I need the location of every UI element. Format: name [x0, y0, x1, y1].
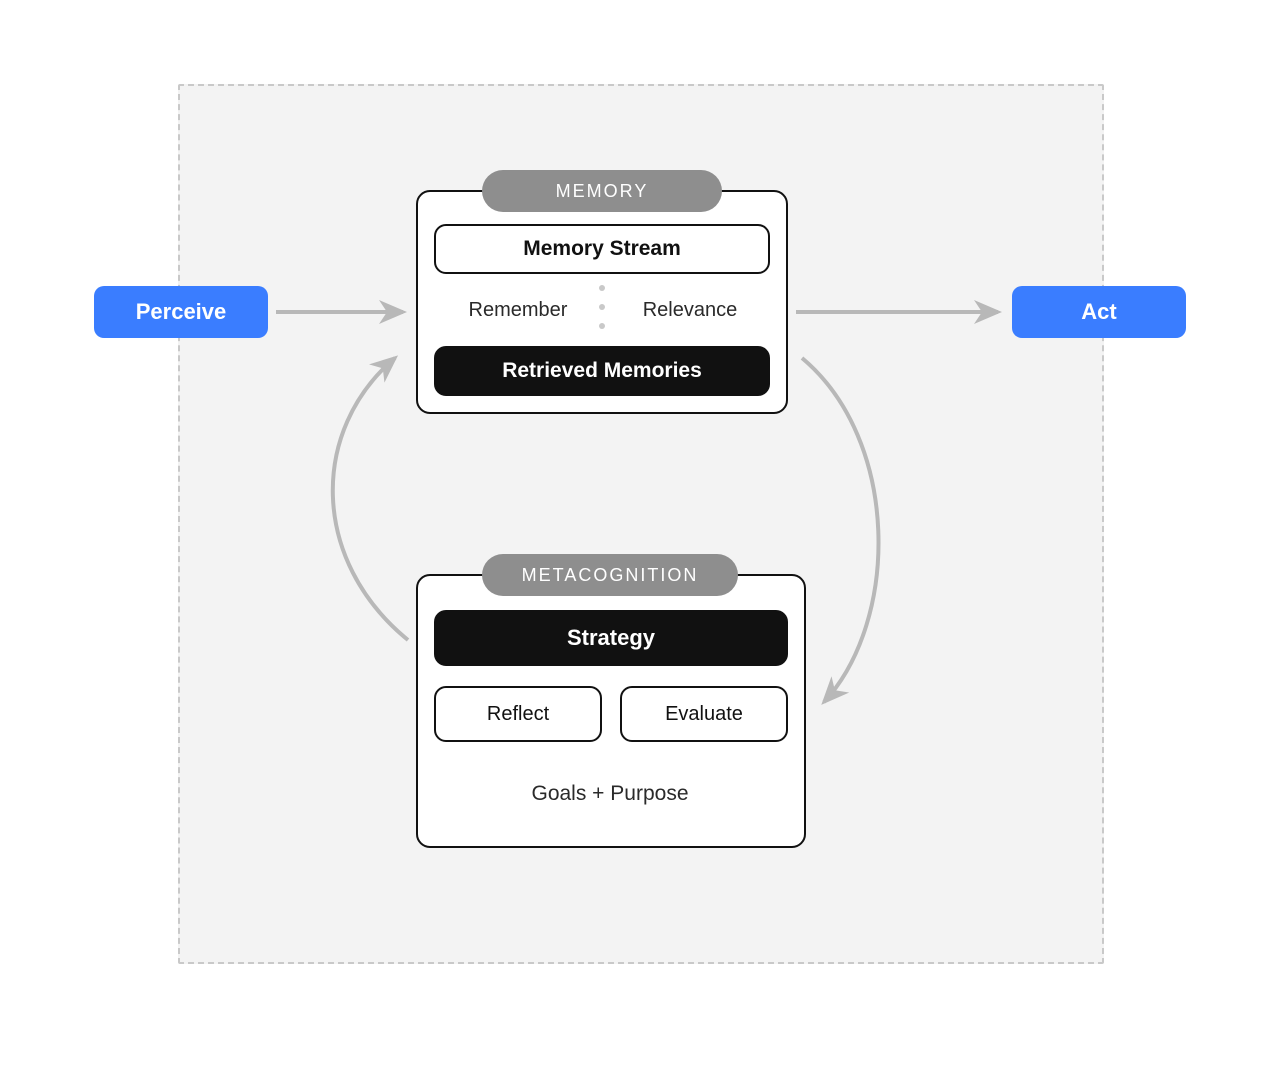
- reflect-box: Reflect: [434, 686, 602, 742]
- memory-title: MEMORY: [556, 181, 649, 202]
- perceive-node: Perceive: [94, 286, 268, 338]
- goals-purpose-label: Goals + Purpose: [500, 774, 720, 814]
- evaluate-label: Evaluate: [665, 703, 743, 726]
- strategy-box: Strategy: [434, 610, 788, 666]
- act-label: Act: [1081, 299, 1116, 325]
- memory-title-pill: MEMORY: [482, 170, 722, 212]
- divider-dot: [599, 304, 605, 310]
- memory-stream-label: Memory Stream: [523, 237, 681, 261]
- metacognition-title: METACOGNITION: [522, 565, 699, 586]
- metacognition-title-pill: METACOGNITION: [482, 554, 738, 596]
- memory-stream-box: Memory Stream: [434, 224, 770, 274]
- retrieved-memories-label: Retrieved Memories: [502, 359, 702, 383]
- retrieved-memories-box: Retrieved Memories: [434, 346, 770, 396]
- reflect-label: Reflect: [487, 703, 549, 726]
- remember-label: Remember: [448, 290, 588, 330]
- divider-dot: [599, 285, 605, 291]
- diagram-canvas: Perceive Act MEMORY Memory Stream Rememb…: [0, 0, 1270, 1066]
- evaluate-box: Evaluate: [620, 686, 788, 742]
- perceive-label: Perceive: [136, 299, 227, 325]
- act-node: Act: [1012, 286, 1186, 338]
- divider-dot: [599, 323, 605, 329]
- strategy-label: Strategy: [567, 625, 655, 651]
- relevance-label: Relevance: [620, 290, 760, 330]
